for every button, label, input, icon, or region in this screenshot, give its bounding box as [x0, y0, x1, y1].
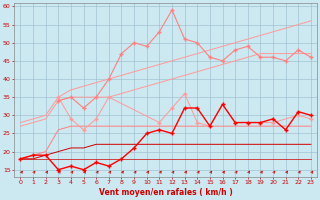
- X-axis label: Vent moyen/en rafales ( km/h ): Vent moyen/en rafales ( km/h ): [99, 188, 233, 197]
